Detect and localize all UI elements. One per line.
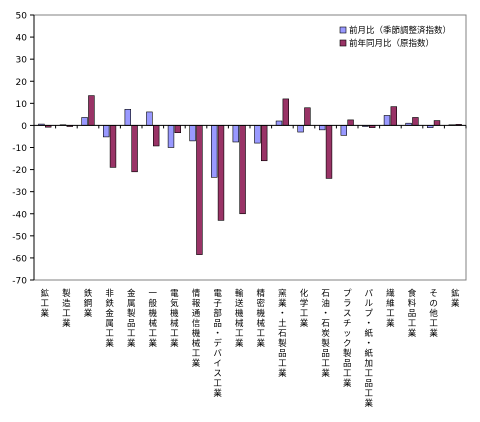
bar-yoy-10 <box>260 125 268 162</box>
category-label-8: 電子部品・デバイス工業 <box>213 289 222 399</box>
category-label-13: 石油・石炭製品工業 <box>321 289 330 379</box>
y-tick-label: -20 <box>12 166 27 176</box>
category-label-5: 一般機械工業 <box>149 289 158 349</box>
category-label-0: 鉱工業 <box>41 288 50 319</box>
bar-yoy-6 <box>174 125 181 134</box>
category-label-18: その他工業 <box>429 289 438 339</box>
category-label-16: 繊維工業 <box>386 288 395 329</box>
bar-mom-11 <box>275 120 283 126</box>
bar-yoy-13 <box>325 125 333 179</box>
y-tick-label: -70 <box>12 277 27 287</box>
bar-yoy-4 <box>131 125 138 173</box>
legend-swatch-0 <box>339 26 347 34</box>
bar-yoy-3 <box>109 125 117 168</box>
bar-mom-6 <box>167 125 175 148</box>
y-tick-label: 20 <box>16 78 28 88</box>
category-label-2: 鉄鋼業 <box>84 288 93 319</box>
bar-yoy-17 <box>412 117 419 126</box>
bar-yoy-7 <box>196 125 203 255</box>
bar-yoy-8 <box>217 125 225 221</box>
axes <box>30 14 467 281</box>
y-tick-label: -50 <box>12 232 27 242</box>
category-labels: 鉱工業 製造工業 鉄鋼業 非鉄金属工業 金属製品工業 一般機械工業 電気機械工業 情報通信機械… <box>41 288 460 409</box>
bar-mom-7 <box>189 125 196 142</box>
y-tick-label: 10 <box>16 100 28 110</box>
bar-mom-13 <box>318 125 326 131</box>
category-label-11: 窯業・土石製品工業 <box>278 288 287 379</box>
legend-swatch-1 <box>339 39 347 47</box>
bars-group <box>38 95 462 255</box>
y-tick-label: 50 <box>16 12 28 22</box>
legend: 前月比（季節調整済指数） 前年同月比（原指数） <box>339 25 451 49</box>
bar-mom-8 <box>211 125 218 178</box>
bar-mom-12 <box>297 125 304 133</box>
category-label-1: 製造工業 <box>62 288 71 329</box>
bar-mom-9 <box>232 125 239 143</box>
bar-yoy-5 <box>153 125 160 147</box>
category-label-17: 食料品工業 <box>408 288 417 339</box>
bar-yoy-11 <box>282 98 289 126</box>
bar-mom-10 <box>254 125 261 144</box>
category-label-7: 情報通信機械工業 <box>192 288 201 369</box>
bar-yoy-18 <box>433 120 441 126</box>
bar-mom-3 <box>103 125 110 138</box>
category-label-6: 電気機械工業 <box>170 289 179 349</box>
bar-mom-4 <box>124 108 132 126</box>
y-tick-label: -60 <box>12 254 27 264</box>
plot-frame <box>33 14 467 281</box>
category-label-12: 化学工業 <box>300 288 309 329</box>
bar-yoy-9 <box>239 125 246 215</box>
bar-yoy-16 <box>390 106 397 126</box>
bar-yoy-12 <box>304 107 311 126</box>
legend-label-1: 前年同月比（原指数） <box>349 38 434 49</box>
bar-mom-14 <box>340 125 347 136</box>
y-tick-labels: 50 40 30 20 10 0 -10 -20 -30 -40 -50 -60 -70 <box>12 12 27 287</box>
category-label-3: 非鉄金属工業 <box>105 288 114 349</box>
legend-label-0: 前月比（季節調整済指数） <box>349 25 451 36</box>
bar-mom-2 <box>81 117 88 126</box>
category-label-10: 精密機械工業 <box>257 288 266 349</box>
category-label-14: プラスチック製品工業 <box>343 289 352 389</box>
y-tick-label: 0 <box>21 122 27 132</box>
category-label-19: 鉱業 <box>451 288 460 309</box>
bar-yoy-2 <box>88 95 95 126</box>
y-tick-label: 40 <box>16 34 28 44</box>
y-tick-label: -30 <box>12 188 27 198</box>
y-tick-label: -10 <box>12 144 27 154</box>
bar-mom-16 <box>383 115 391 126</box>
bar-yoy-14 <box>347 119 354 126</box>
y-tick-label: -40 <box>12 210 27 220</box>
category-label-9: 輸送機械工業 <box>235 288 244 349</box>
category-label-15: パルプ・紙・紙加工品工業 <box>365 289 374 409</box>
category-label-4: 金属製品工業 <box>127 288 136 349</box>
bar-mom-5 <box>146 111 153 126</box>
y-tick-label: 30 <box>16 56 28 66</box>
